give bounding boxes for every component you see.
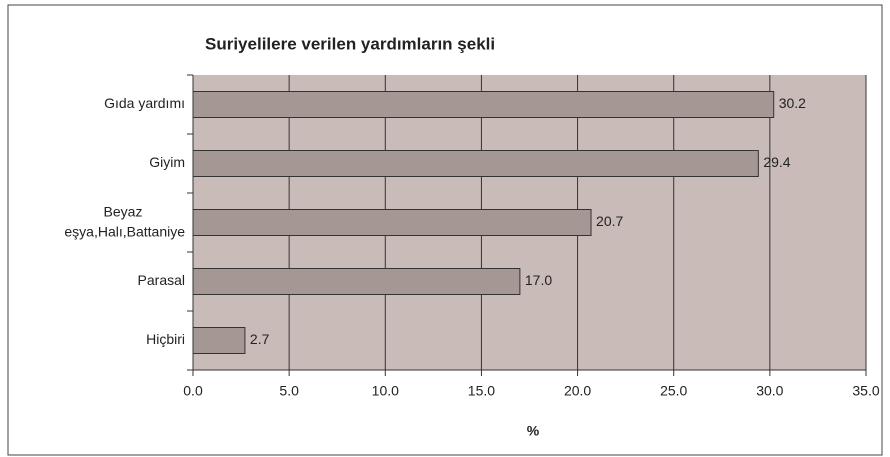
y-tick-label: Gıda yardımı xyxy=(104,95,185,111)
data-label: 20.7 xyxy=(596,213,623,229)
x-axis-label: % xyxy=(527,423,540,439)
data-label: 29.4 xyxy=(763,154,790,170)
data-label: 17.0 xyxy=(525,272,552,288)
bar xyxy=(192,150,759,177)
x-tick-label: 20.0 xyxy=(564,383,591,399)
bar xyxy=(192,91,775,118)
bar xyxy=(192,327,246,354)
x-tick-label: 15.0 xyxy=(468,383,495,399)
bar xyxy=(192,209,592,236)
y-tick-label: Beyaz eşya,Halı,Battaniye xyxy=(64,203,185,239)
x-tick-label: 35.0 xyxy=(852,383,879,399)
data-label: 2.7 xyxy=(250,331,270,347)
x-tick-label: 10.0 xyxy=(372,383,399,399)
data-label: 30.2 xyxy=(779,95,806,111)
bar xyxy=(192,268,521,295)
x-tick-label: 0.0 xyxy=(183,383,203,399)
x-tick-label: 25.0 xyxy=(660,383,687,399)
x-tick-label: 30.0 xyxy=(756,383,783,399)
y-tick-label: Hiçbiri xyxy=(146,331,185,347)
x-tick-label: 5.0 xyxy=(279,383,299,399)
y-tick-label: Parasal xyxy=(138,272,185,288)
y-tick-label: Giyim xyxy=(149,154,185,170)
chart-title: Suriyelilere verilen yardımların şekli xyxy=(205,34,495,53)
